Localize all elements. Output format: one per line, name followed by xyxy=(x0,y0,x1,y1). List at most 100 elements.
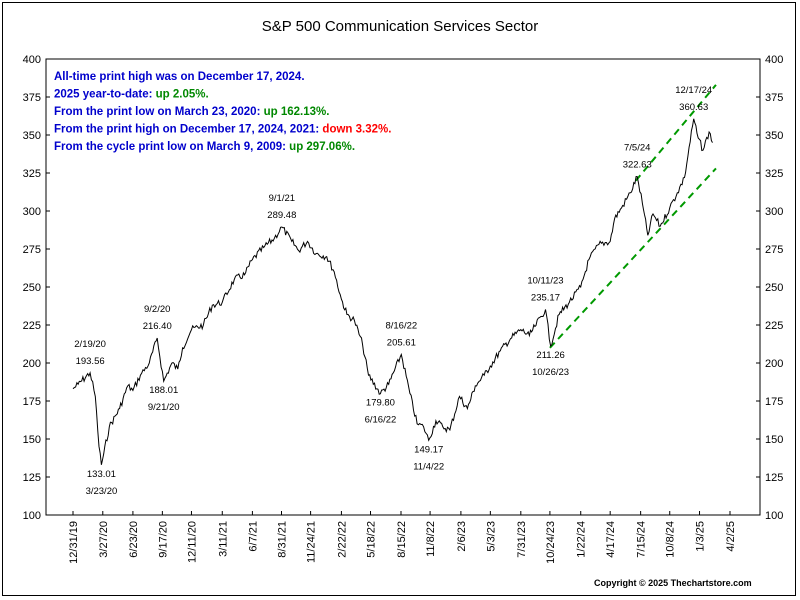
annotation-date: 12/17/24 xyxy=(675,85,712,96)
trend-line xyxy=(549,167,717,349)
y-tick-label-left: 375 xyxy=(23,92,41,104)
x-tick-label: 7/31/23 xyxy=(516,521,528,558)
annotations: 2/19/20 193.56 133.01 3/23/20 9/2/20 216.40 18… xyxy=(74,85,712,497)
annotation-date: 9/1/21 xyxy=(269,193,295,204)
x-tick-label: 4/17/24 xyxy=(605,521,617,558)
trend-line xyxy=(635,84,717,182)
x-tick-label: 6/23/20 xyxy=(128,521,140,558)
annotation-value: 322.63 xyxy=(623,160,652,171)
y-tick-label-right: 400 xyxy=(765,54,783,66)
annotation-value: 289.48 xyxy=(267,210,296,221)
y-tick-label-right: 250 xyxy=(765,282,783,294)
x-tick-label: 3/27/20 xyxy=(98,521,110,558)
price-line xyxy=(72,118,713,465)
y-axis-right: 100 125 150 175 200 225 250 275 300 325 350 375 400 xyxy=(756,54,783,522)
y-tick-label-left: 225 xyxy=(23,320,41,332)
y-tick-label-right: 275 xyxy=(765,244,783,256)
y-tick-label-left: 150 xyxy=(23,434,41,446)
info-line: From the print low on March 23, 2020: up… xyxy=(54,106,329,118)
x-tick-label: 12/31/19 xyxy=(68,521,80,564)
y-tick-label-right: 175 xyxy=(765,396,783,408)
annotation-date: 11/4/22 xyxy=(413,461,444,472)
x-tick-label: 5/3/23 xyxy=(485,521,497,552)
x-tick-label: 3/11/21 xyxy=(217,521,229,557)
y-tick-label-right: 150 xyxy=(765,434,783,446)
info-line-value: down 3.32%. xyxy=(322,124,391,136)
x-tick-label: 2/6/23 xyxy=(456,521,468,552)
trend-lines xyxy=(549,84,717,349)
info-line: From the print high on December 17, 2024… xyxy=(54,124,391,136)
y-tick-label-left: 400 xyxy=(23,54,41,66)
info-line-value: up 162.13%. xyxy=(264,106,330,118)
y-tick-label-left: 350 xyxy=(23,130,41,142)
annotation-date: 9/2/20 xyxy=(144,304,170,315)
annotation-value: 360.63 xyxy=(679,102,708,113)
annotation-date: 9/21/20 xyxy=(148,402,180,413)
annotation-date: 7/5/24 xyxy=(624,143,650,154)
annotation-date: 3/23/20 xyxy=(86,486,118,497)
y-tick-label-right: 300 xyxy=(765,206,783,218)
annotation-value: 211.26 xyxy=(536,350,564,361)
y-tick-label-right: 375 xyxy=(765,92,783,104)
x-tick-label: 6/7/21 xyxy=(247,521,259,552)
annotation-value: 179.80 xyxy=(366,398,395,409)
x-tick-label: 11/8/22 xyxy=(425,521,437,557)
y-tick-label-left: 300 xyxy=(23,206,41,218)
info-line-label: From the print high on December 17, 2024… xyxy=(54,124,322,136)
info-line-value: up 2.05%. xyxy=(156,89,209,101)
annotation-date: 10/11/23 xyxy=(527,276,563,287)
annotation-value: 193.56 xyxy=(76,356,105,367)
x-tick-label: 9/17/20 xyxy=(157,521,169,558)
series-group xyxy=(72,118,713,465)
x-tick-label: 2/22/22 xyxy=(336,521,348,558)
annotation-value: 149.17 xyxy=(414,444,443,455)
info-line: From the cycle print low on March 9, 200… xyxy=(54,141,355,153)
y-tick-label-right: 100 xyxy=(765,510,783,522)
y-tick-label-right: 350 xyxy=(765,130,783,142)
annotation-value: 205.61 xyxy=(387,337,416,348)
info-line-label: All-time print high was on December 17, … xyxy=(54,71,305,83)
y-axis-left: 100 125 150 175 200 225 250 275 300 325 350 375 400 xyxy=(23,54,50,522)
y-tick-label-left: 175 xyxy=(23,396,41,408)
x-tick-label: 10/8/24 xyxy=(665,521,677,558)
y-tick-label-left: 325 xyxy=(23,168,41,180)
annotation-date: 2/19/20 xyxy=(74,339,106,350)
info-line-label: 2025 year-to-date: xyxy=(54,89,156,101)
info-line-value: up 297.06%. xyxy=(289,141,355,153)
y-tick-label-left: 200 xyxy=(23,358,41,370)
annotation-value: 188.01 xyxy=(149,385,178,396)
info-box: All-time print high was on December 17, … xyxy=(54,71,391,153)
info-line-label: From the print low on March 23, 2020: xyxy=(54,106,264,118)
annotation-value: 235.17 xyxy=(531,293,560,304)
annotation-date: 10/26/23 xyxy=(532,367,569,378)
y-tick-label-left: 125 xyxy=(23,472,41,484)
plot-area xyxy=(45,58,761,516)
chart-title: S&P 500 Communication Services Sector xyxy=(261,18,539,35)
y-tick-label-left: 275 xyxy=(23,244,41,256)
x-tick-label: 11/24/21 xyxy=(306,521,318,563)
x-tick-label: 5/18/22 xyxy=(366,521,378,558)
y-tick-label-right: 225 xyxy=(765,320,783,332)
y-tick-label-left: 100 xyxy=(23,510,41,522)
x-tick-label: 8/31/21 xyxy=(277,521,289,558)
info-line-label: From the cycle print low on March 9, 200… xyxy=(54,141,289,153)
x-tick-label: 1/3/25 xyxy=(695,521,707,552)
x-tick-label: 10/24/23 xyxy=(545,521,557,564)
y-tick-label-right: 200 xyxy=(765,358,783,370)
x-tick-label: 4/2/25 xyxy=(725,521,737,552)
annotation-date: 8/16/22 xyxy=(385,320,417,331)
annotation-date: 6/16/22 xyxy=(365,415,397,426)
y-tick-label-right: 125 xyxy=(765,472,783,484)
x-tick-label: 8/15/22 xyxy=(396,521,408,558)
info-line: All-time print high was on December 17, … xyxy=(54,71,305,83)
annotation-value: 216.40 xyxy=(143,321,172,332)
x-tick-label: 7/15/24 xyxy=(636,521,648,558)
info-line: 2025 year-to-date: up 2.05%. xyxy=(54,89,209,101)
annotation-value: 133.01 xyxy=(87,469,116,480)
x-tick-label: 1/22/24 xyxy=(576,521,588,558)
x-tick-label: 12/11/20 xyxy=(186,521,198,563)
y-tick-label-right: 325 xyxy=(765,168,783,180)
y-tick-label-left: 250 xyxy=(23,282,41,294)
x-axis: 12/31/19 3/27/20 6/23/20 9/17/20 12/11/20 3/1… xyxy=(68,511,737,564)
